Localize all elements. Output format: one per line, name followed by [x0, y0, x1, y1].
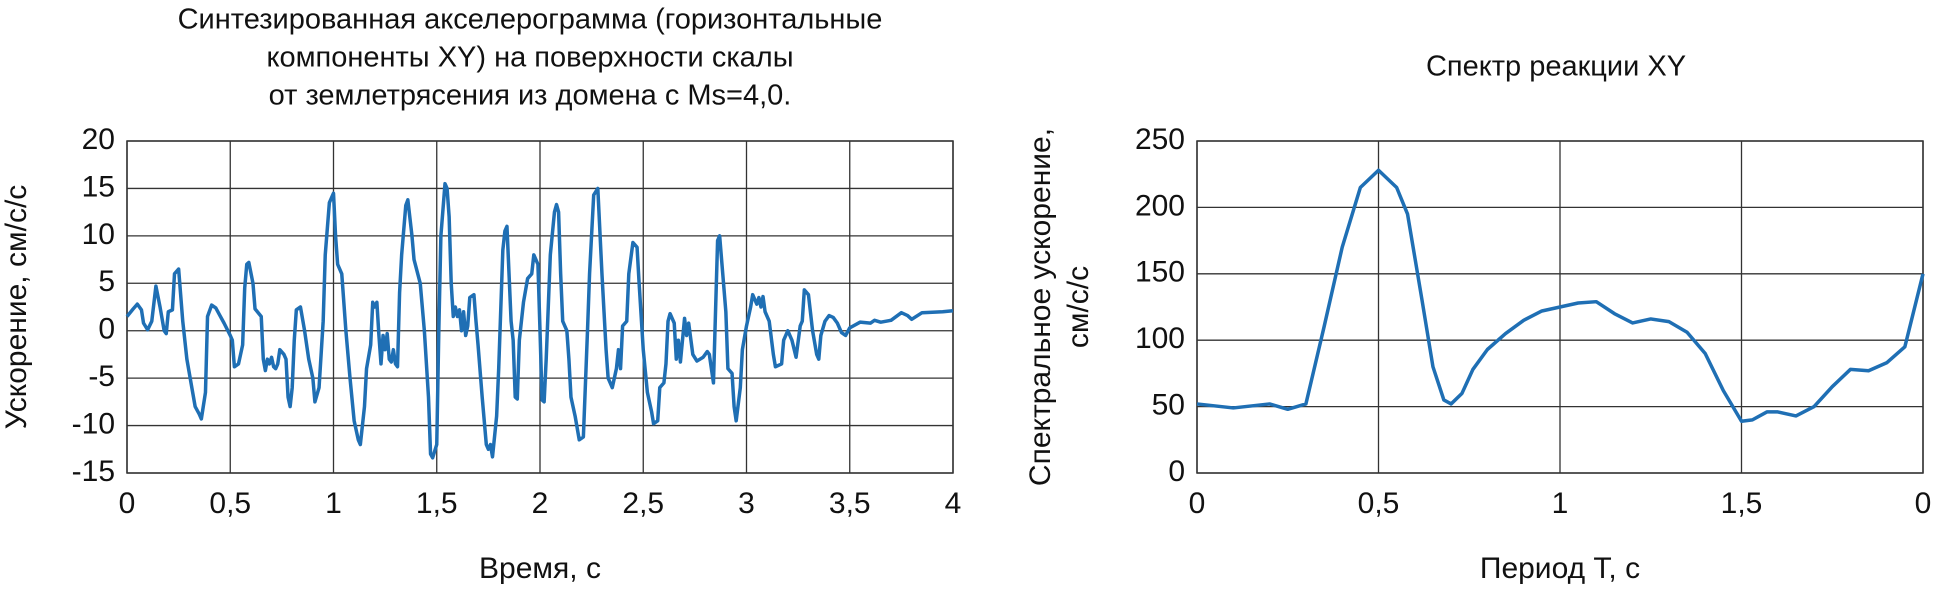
y-tick-label: 0	[98, 313, 115, 346]
y-tick-label: 50	[1152, 389, 1185, 422]
x-tick-label: 0,5	[1358, 487, 1400, 520]
y-tick-label: 20	[82, 123, 115, 156]
data-line	[1196, 168, 1925, 423]
x-tick-label: 1,5	[1721, 487, 1763, 520]
y-tick-label: 15	[82, 170, 115, 203]
x-tick-label: 0	[1189, 487, 1206, 520]
y-tick-label: 5	[98, 265, 115, 298]
chart-title: компоненты XY) на поверхности скалы	[266, 42, 793, 74]
chart-title: от землетрясения из домена с Ms=4,0.	[269, 80, 792, 112]
y-tick-label: 250	[1135, 123, 1185, 156]
x-tick-label: 0	[1915, 487, 1932, 520]
x-tick-label: 0	[119, 487, 136, 520]
x-tick-label: 4	[945, 487, 962, 520]
x-tick-label: 0,5	[209, 487, 251, 520]
chart-title: Синтезированная акселерограмма (горизонт…	[178, 4, 883, 36]
y-axis-label: см/с/с	[1062, 266, 1095, 348]
y-tick-label: -5	[88, 360, 115, 393]
y-axis-label: Спектральное ускорение,	[1024, 128, 1057, 486]
y-tick-label: 150	[1135, 256, 1185, 289]
x-tick-label: 2,5	[622, 487, 664, 520]
y-axis-label: Ускорение, см/с/с	[0, 185, 33, 430]
x-tick-label: 3	[738, 487, 755, 520]
x-tick-label: 1,5	[416, 487, 458, 520]
x-tick-label: 2	[532, 487, 549, 520]
x-axis-label: Время, с	[479, 552, 601, 585]
y-tick-label: -10	[72, 407, 115, 440]
y-tick-label: 10	[82, 218, 115, 251]
chart-title: Спектр реакции XY	[1426, 51, 1686, 83]
y-tick-label: 100	[1135, 322, 1185, 355]
plot-frame	[126, 140, 954, 474]
y-tick-label: 200	[1135, 189, 1185, 222]
data-line	[125, 181, 954, 460]
x-tick-label: 1	[1552, 487, 1569, 520]
x-axis-label: Период T, с	[1480, 552, 1640, 585]
y-tick-label: -15	[72, 455, 115, 488]
plot-frame	[1196, 140, 1924, 474]
x-tick-label: 3,5	[829, 487, 871, 520]
y-tick-label: 0	[1168, 455, 1185, 488]
x-tick-label: 1	[325, 487, 342, 520]
